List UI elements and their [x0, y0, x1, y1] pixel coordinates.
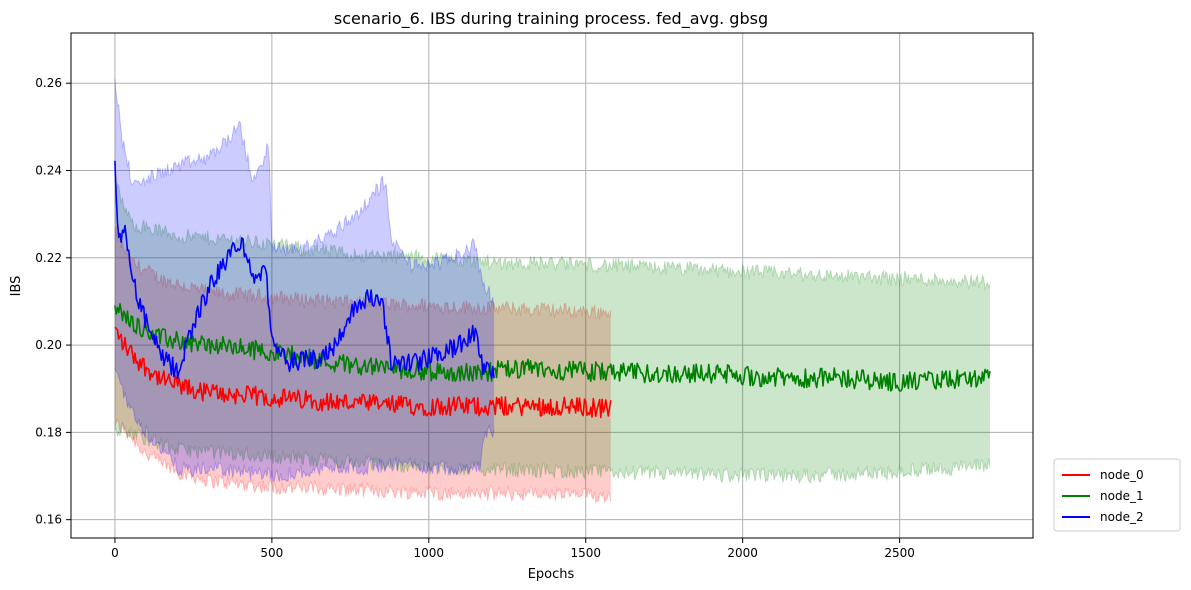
chart-title: scenario_6. IBS during training process.…	[334, 9, 768, 29]
y-tick-label-5: 0.26	[35, 76, 62, 90]
x-tick-label-5: 2500	[884, 546, 915, 560]
legend-label-node_0: node_0	[1100, 468, 1144, 482]
confidence-bands	[114, 79, 991, 504]
y-tick-label-0: 0.16	[35, 513, 62, 527]
x-tick-label-4: 2000	[727, 546, 758, 560]
y-tick-label-3: 0.22	[35, 251, 62, 265]
band-upper-edge-node_0	[114, 224, 612, 320]
legend-label-node_2: node_2	[1100, 510, 1144, 524]
band-node_2	[114, 79, 495, 482]
band-upper-edge-node_1	[114, 178, 991, 291]
legend: node_0 node_1 node_2	[1053, 458, 1181, 532]
y-tick-label-2: 0.20	[35, 338, 62, 352]
band-lower-edge-node_0	[114, 418, 612, 504]
line-node_1	[114, 303, 991, 392]
grid	[71, 33, 1033, 538]
y-axis-ticks: 0.16 0.18 0.20 0.22 0.24 0.26	[35, 76, 71, 527]
band-lower-edge-node_1	[114, 421, 991, 485]
legend-box	[1053, 458, 1181, 532]
legend-label-node_1: node_1	[1100, 489, 1144, 503]
y-tick-label-1: 0.18	[35, 425, 62, 439]
line-node_2	[114, 160, 495, 380]
line-node_0	[114, 326, 612, 419]
series-lines	[114, 160, 991, 419]
y-tick-label-4: 0.24	[35, 163, 62, 177]
x-tick-label-1: 500	[260, 546, 283, 560]
band-node_0	[114, 226, 611, 503]
x-axis-label: Epochs	[528, 567, 575, 582]
x-tick-label-0: 0	[111, 546, 119, 560]
x-tick-label-2: 1000	[414, 546, 445, 560]
plot-area-frame	[70, 32, 1034, 539]
band-node_1	[114, 179, 990, 483]
x-axis-ticks: 0 500 1000 1500 2000 2500	[111, 538, 915, 560]
y-axis-label: IBS	[9, 276, 24, 297]
band-upper-edge-node_2	[114, 79, 495, 309]
x-tick-label-3: 1500	[570, 546, 601, 560]
band-lower-edge-node_2	[114, 367, 495, 483]
